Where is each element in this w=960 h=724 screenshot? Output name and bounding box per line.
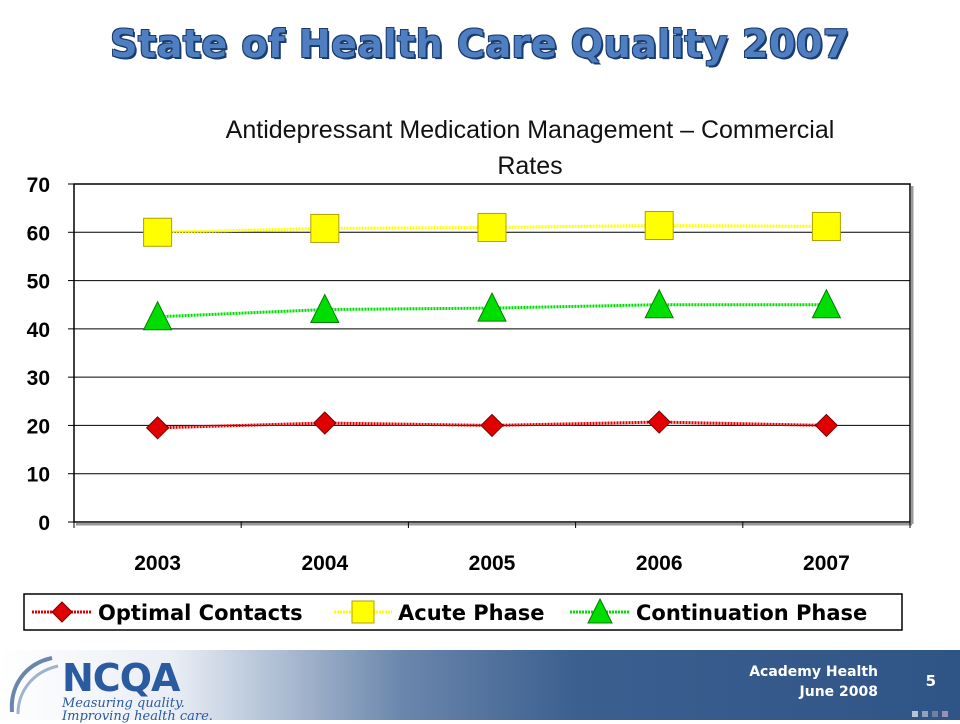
logo-swoosh-icon bbox=[9, 656, 59, 715]
legend-marker-acute-phase bbox=[351, 600, 375, 624]
point-acute-phase-2004 bbox=[310, 213, 340, 243]
point-continuation-phase-2007 bbox=[811, 288, 842, 319]
y-tick-label-20: 20 bbox=[27, 415, 50, 438]
point-acute-phase-2006 bbox=[644, 211, 674, 241]
point-continuation-phase-2005 bbox=[477, 291, 507, 322]
point-continuation-phase-2004 bbox=[309, 293, 340, 324]
x-tick-label-2003: 2003 bbox=[134, 552, 181, 575]
logo-tagline-2: Improving health care. bbox=[62, 709, 213, 724]
legend-label-acute-phase: Acute Phase bbox=[398, 601, 545, 625]
legend-label-optimal-contacts: Optimal Contacts bbox=[98, 601, 303, 625]
logo-tagline-1: Measuring quality. bbox=[62, 696, 185, 711]
legend-marker-optimal-contacts bbox=[51, 601, 73, 623]
y-tick-label-50: 50 bbox=[27, 271, 50, 294]
footer-bar: NCQA Measuring quality. Improving health… bbox=[0, 650, 960, 724]
y-tick-label-0: 0 bbox=[38, 512, 50, 535]
point-continuation-phase-2003 bbox=[142, 300, 173, 331]
footer-date: June 2008 bbox=[799, 684, 878, 700]
legend-label-continuation-phase: Continuation Phase bbox=[636, 601, 867, 625]
x-tick-label-2004: 2004 bbox=[301, 552, 348, 575]
x-tick-label-2005: 2005 bbox=[469, 552, 516, 575]
x-tick-label-2007: 2007 bbox=[803, 552, 850, 575]
logo-text: NCQA bbox=[62, 656, 180, 700]
legend-box bbox=[23, 593, 903, 631]
y-tick-label-60: 60 bbox=[27, 222, 50, 245]
point-continuation-phase-2006 bbox=[644, 288, 675, 319]
point-optimal-contacts-2004 bbox=[313, 411, 337, 435]
y-tick-label-70: 70 bbox=[27, 174, 50, 197]
point-acute-phase-2005 bbox=[477, 212, 507, 242]
line-chart: 0 10 20 30 40 50 60 70 2003 2004 2005 2006 2007 Opti… bbox=[23, 174, 914, 631]
chart-subtitle: Antidepressant Medication Management – C… bbox=[225, 116, 835, 180]
page-title: State of Health Care Quality 2007 bbox=[110, 22, 850, 66]
footer-dots bbox=[908, 704, 948, 722]
page-number: 5 bbox=[925, 672, 936, 690]
point-optimal-contacts-2006 bbox=[647, 410, 671, 434]
point-optimal-contacts-2007 bbox=[814, 413, 839, 438]
legend-marker-continuation-phase bbox=[587, 597, 613, 624]
point-acute-phase-2007 bbox=[811, 211, 841, 241]
point-optimal-contacts-2005 bbox=[480, 413, 504, 438]
footer-band bbox=[0, 650, 960, 720]
y-tick-label-10: 10 bbox=[27, 464, 50, 487]
point-optimal-contacts-2003 bbox=[145, 416, 170, 440]
footer-organization: Academy Health bbox=[749, 664, 878, 680]
ncqa-logo: NCQA Measuring quality. Improving health… bbox=[4, 652, 213, 724]
y-tick-label-40: 40 bbox=[27, 319, 50, 342]
point-acute-phase-2003 bbox=[143, 217, 173, 247]
y-tick-label-30: 30 bbox=[27, 367, 50, 390]
x-tick-label-2006: 2006 bbox=[636, 552, 683, 575]
